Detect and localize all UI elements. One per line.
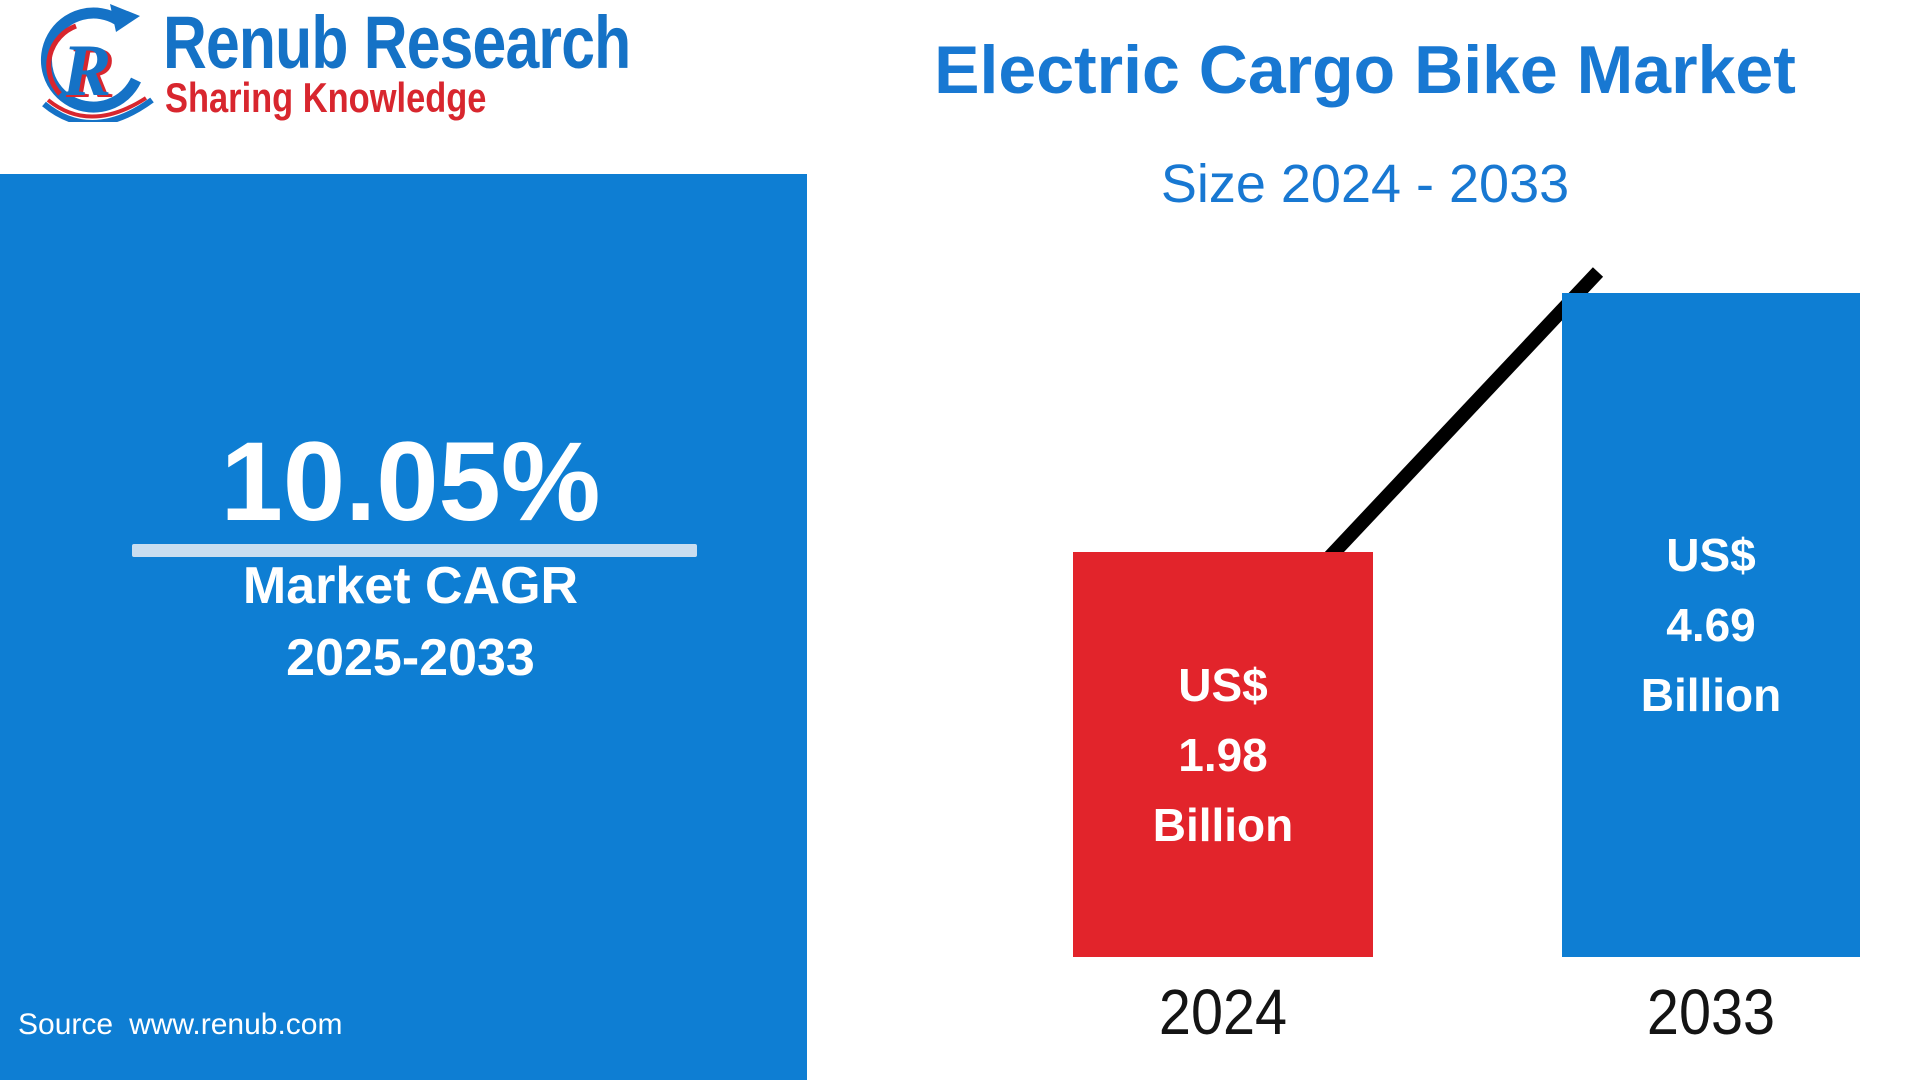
renub-logo-icon: R R xyxy=(40,4,154,122)
page-title: Electric Cargo Bike Market xyxy=(934,32,1796,108)
brand-name: Renub Research xyxy=(163,1,631,84)
renub-logo: R R Renub Research Sharing Knowledge xyxy=(26,1,646,144)
cagr-label: Market CAGR 2025-2033 xyxy=(14,550,807,694)
brand-tagline: Sharing Knowledge xyxy=(165,74,487,121)
bar-2024: US$ 1.98 Billion xyxy=(1073,552,1373,957)
bar-2024-value-line2: 1.98 xyxy=(1178,728,1268,781)
cagr-label-line2: 2025-2033 xyxy=(286,629,535,687)
svg-text:R: R xyxy=(61,30,111,112)
cagr-divider xyxy=(132,544,697,557)
source-label: Source xyxy=(18,1008,114,1041)
x-label-2033: 2033 xyxy=(1646,976,1776,1048)
source-row: Source www.renub.com xyxy=(18,1008,358,1042)
cagr-label-line1: Market CAGR xyxy=(242,557,579,615)
cagr-panel: 10.05% Market CAGR 2025-2033 Source www.r… xyxy=(0,174,807,1080)
bar-2024-value-line3: Billion xyxy=(1152,798,1294,851)
bar-2033-value-line1: US$ xyxy=(1666,529,1756,581)
svg-text:R: R xyxy=(65,32,115,114)
source-url: www.renub.com xyxy=(129,1008,343,1041)
bar-2033-value-line2: 4.69 xyxy=(1666,599,1756,651)
cagr-value: 10.05% xyxy=(220,419,601,544)
bar-2024-value-line1: US$ xyxy=(1178,658,1268,711)
page-subtitle: Size 2024 - 2033 xyxy=(1160,154,1570,214)
bar-2033: US$ 4.69 Billion xyxy=(1562,293,1860,957)
bar-2033-value-line3: Billion xyxy=(1640,669,1782,721)
x-label-2024: 2024 xyxy=(1158,976,1288,1048)
